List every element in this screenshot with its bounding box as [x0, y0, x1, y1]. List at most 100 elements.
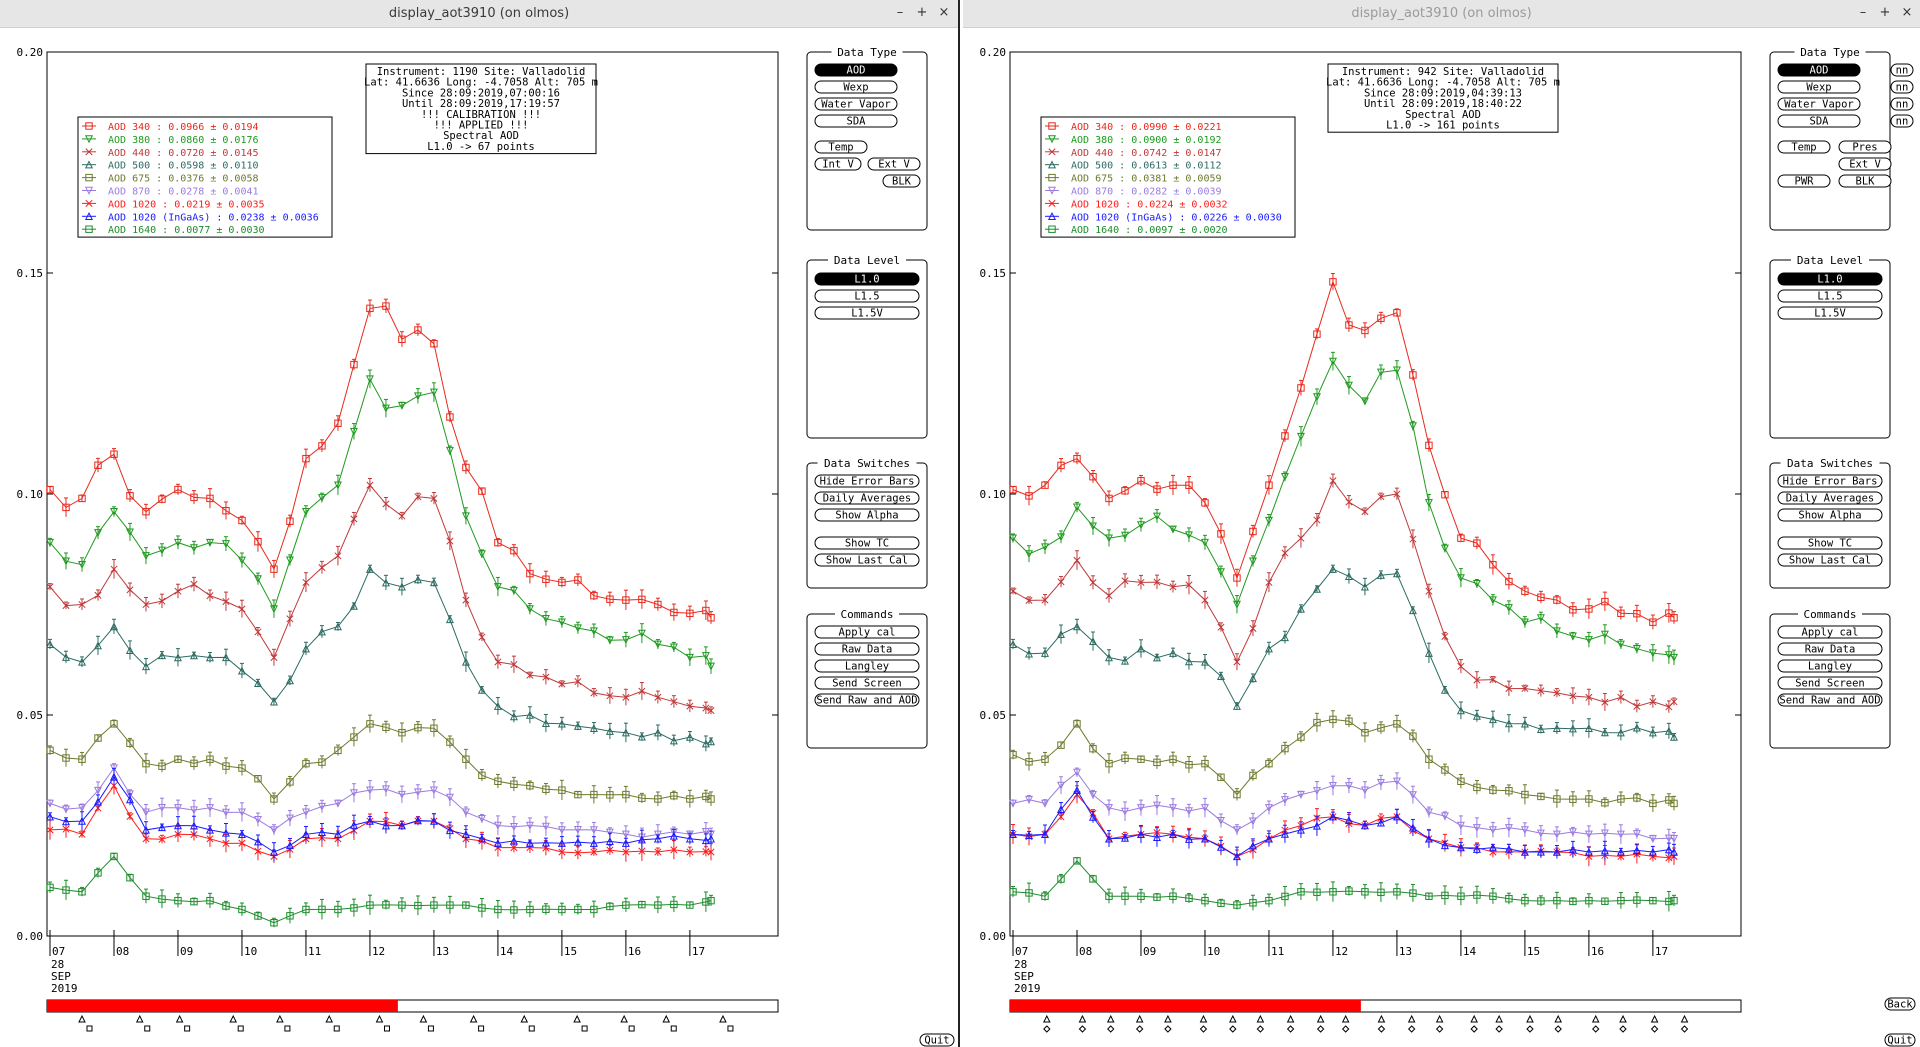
button-frame[interactable] [1777, 508, 1883, 522]
button-frame[interactable] [1777, 676, 1883, 690]
button-frame[interactable] [1890, 114, 1914, 128]
button-frame[interactable] [1777, 536, 1883, 550]
data-level-button-l1-5[interactable]: L1.5 [1777, 289, 1883, 303]
blk-button[interactable]: BLK [1838, 174, 1892, 188]
button-frame[interactable] [1777, 140, 1831, 154]
side-button[interactable]: nn [1890, 80, 1914, 94]
button-frame[interactable] [814, 306, 920, 320]
button-frame[interactable] [1777, 97, 1861, 111]
ext-v-button[interactable]: Ext V [867, 157, 921, 171]
back-button[interactable]: Back [1884, 997, 1916, 1011]
button-frame[interactable] [867, 157, 921, 171]
pres-button[interactable]: Pres [1838, 140, 1892, 154]
daily-averages-button[interactable]: Daily Averages [1777, 491, 1883, 505]
button-frame[interactable] [1777, 553, 1883, 567]
button-frame[interactable] [1777, 272, 1883, 286]
minimize-icon[interactable]: – [1859, 5, 1867, 20]
button-frame[interactable] [814, 157, 862, 171]
button-frame[interactable] [814, 642, 920, 656]
show-last-cal-button[interactable]: Show Last Cal [814, 553, 920, 567]
send-screen-button[interactable]: Send Screen [1777, 676, 1883, 690]
button-frame[interactable] [814, 474, 920, 488]
button-frame[interactable] [814, 693, 920, 707]
button-frame[interactable] [814, 676, 920, 690]
quit-button[interactable]: Quit [919, 1033, 955, 1047]
maximize-icon[interactable]: + [1879, 5, 1891, 20]
button-frame[interactable] [814, 114, 898, 128]
apply-cal-button[interactable]: Apply cal [1777, 625, 1883, 639]
raw-data-button[interactable]: Raw Data [1777, 642, 1883, 656]
button-frame[interactable] [1884, 997, 1916, 1011]
button-frame[interactable] [814, 659, 920, 673]
button-frame[interactable] [1777, 114, 1861, 128]
button-frame[interactable] [814, 625, 920, 639]
button-frame[interactable] [1777, 306, 1883, 320]
button-frame[interactable] [1777, 289, 1883, 303]
quit-button[interactable]: Quit [1884, 1033, 1916, 1047]
button-frame[interactable] [1777, 642, 1883, 656]
data-level-button-l1-5[interactable]: L1.5 [814, 289, 920, 303]
send-screen-button[interactable]: Send Screen [814, 676, 920, 690]
maximize-icon[interactable]: + [916, 5, 928, 20]
button-frame[interactable] [1777, 63, 1861, 77]
button-frame[interactable] [814, 508, 920, 522]
temp-button[interactable]: Temp [814, 140, 868, 154]
button-frame[interactable] [814, 140, 868, 154]
button-frame[interactable] [1838, 157, 1892, 171]
send-raw-and-aod-button[interactable]: Send Raw and AOD [1777, 693, 1883, 707]
hide-error-bars-button[interactable]: Hide Error Bars [814, 474, 920, 488]
side-button[interactable]: nn [1890, 114, 1914, 128]
button-frame[interactable] [1777, 474, 1883, 488]
button-frame[interactable] [1838, 140, 1892, 154]
send-raw-and-aod-button[interactable]: Send Raw and AOD [814, 693, 920, 707]
button-frame[interactable] [814, 289, 920, 303]
apply-cal-button[interactable]: Apply cal [814, 625, 920, 639]
button-frame[interactable] [1777, 693, 1883, 707]
button-frame[interactable] [1777, 80, 1861, 94]
hide-error-bars-button[interactable]: Hide Error Bars [1777, 474, 1883, 488]
button-frame[interactable] [814, 80, 898, 94]
close-icon[interactable]: × [938, 5, 950, 20]
side-button[interactable]: nn [1890, 97, 1914, 111]
button-frame[interactable] [1890, 80, 1914, 94]
langley-button[interactable]: Langley [814, 659, 920, 673]
int-v-button[interactable]: Int V [814, 157, 862, 171]
water-vapor-button[interactable]: Water Vapor [814, 97, 898, 111]
show-alpha-button[interactable]: Show Alpha [1777, 508, 1883, 522]
button-frame[interactable] [1777, 491, 1883, 505]
aod-button[interactable]: AOD [814, 63, 898, 77]
show-last-cal-button[interactable]: Show Last Cal [1777, 553, 1883, 567]
wexp-button[interactable]: Wexp [814, 80, 898, 94]
temp-button[interactable]: Temp [1777, 140, 1831, 154]
button-frame[interactable] [814, 272, 920, 286]
button-frame[interactable] [1777, 174, 1831, 188]
wexp-button[interactable]: Wexp [1777, 80, 1861, 94]
data-level-button-l1-5v[interactable]: L1.5V [1777, 306, 1883, 320]
button-frame[interactable] [1838, 174, 1892, 188]
langley-button[interactable]: Langley [1777, 659, 1883, 673]
data-level-button-l1-0[interactable]: L1.0 [1777, 272, 1883, 286]
button-frame[interactable] [1777, 625, 1883, 639]
show-alpha-button[interactable]: Show Alpha [814, 508, 920, 522]
raw-data-button[interactable]: Raw Data [814, 642, 920, 656]
data-level-button-l1-5v[interactable]: L1.5V [814, 306, 920, 320]
button-frame[interactable] [814, 491, 920, 505]
button-frame[interactable] [814, 97, 898, 111]
side-button[interactable]: nn [1890, 63, 1914, 77]
minimize-icon[interactable]: – [896, 5, 904, 20]
sda-button[interactable]: SDA [814, 114, 898, 128]
show-tc-button[interactable]: Show TC [814, 536, 920, 550]
button-frame[interactable] [1884, 1033, 1916, 1047]
aod-button[interactable]: AOD [1777, 63, 1861, 77]
button-frame[interactable] [1777, 659, 1883, 673]
button-frame[interactable] [882, 174, 921, 188]
pwr-button[interactable]: PWR [1777, 174, 1831, 188]
daily-averages-button[interactable]: Daily Averages [814, 491, 920, 505]
sda-button[interactable]: SDA [1777, 114, 1861, 128]
data-level-button-l1-0[interactable]: L1.0 [814, 272, 920, 286]
button-frame[interactable] [814, 536, 920, 550]
button-frame[interactable] [1890, 63, 1914, 77]
button-frame[interactable] [814, 553, 920, 567]
button-frame[interactable] [919, 1033, 955, 1047]
close-icon[interactable]: × [1901, 5, 1913, 20]
